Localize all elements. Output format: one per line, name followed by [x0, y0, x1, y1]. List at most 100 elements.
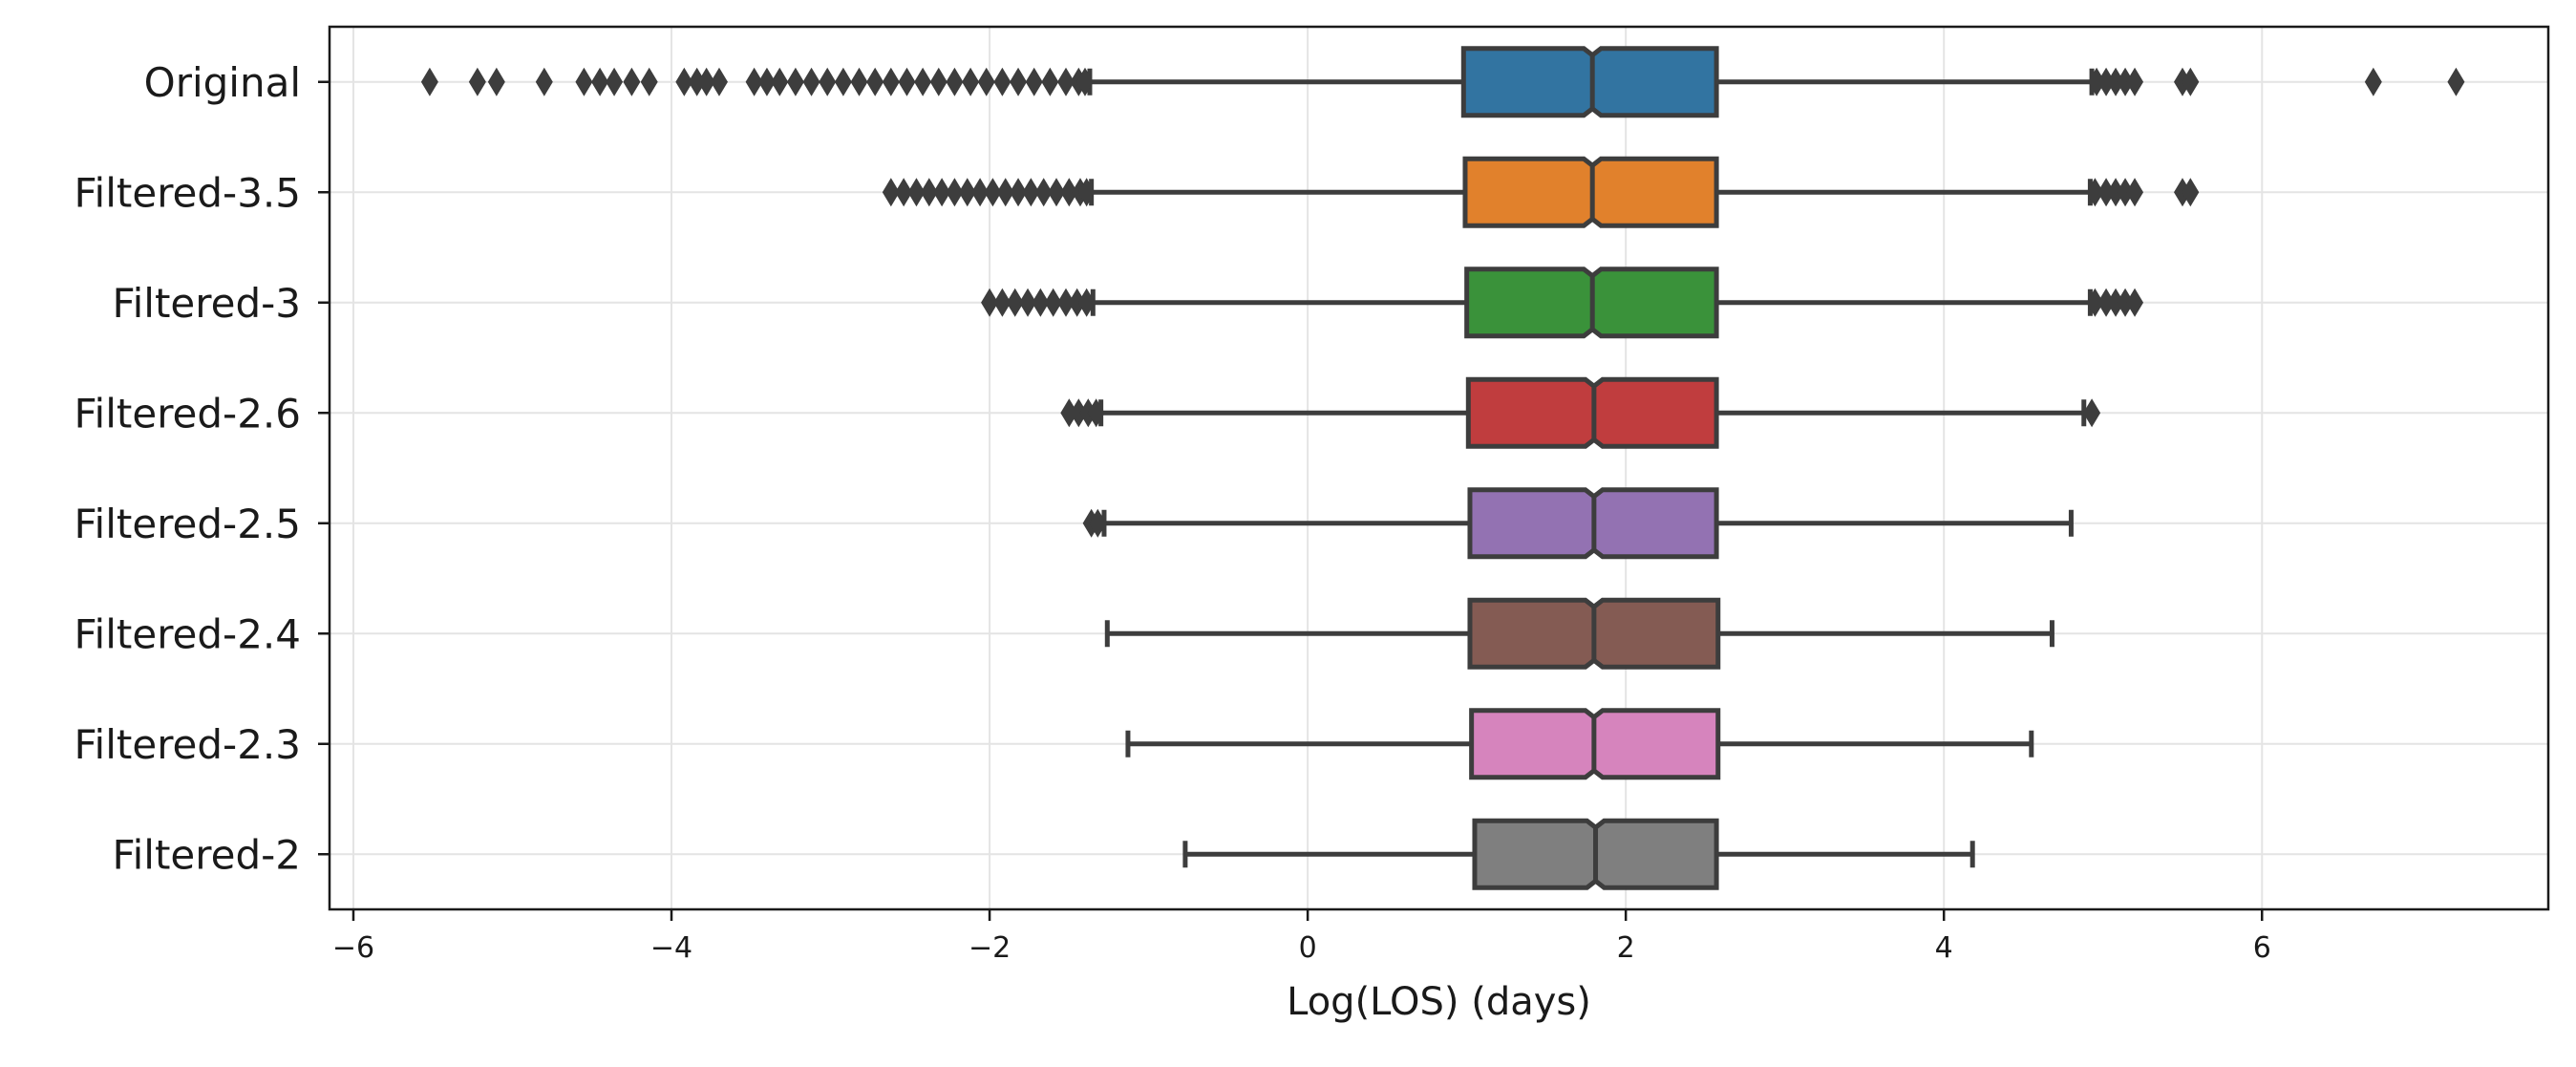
- outlier-point: [977, 67, 995, 96]
- outlier-point: [697, 67, 715, 96]
- outlier-point: [688, 67, 706, 96]
- outlier-point: [907, 178, 926, 207]
- outlier-point: [2097, 288, 2116, 317]
- category-label: Filtered-2.4: [74, 610, 301, 657]
- outlier-point: [1060, 178, 1078, 207]
- box-group: [1060, 376, 2101, 449]
- outlier-point: [920, 178, 938, 207]
- outlier-point: [487, 67, 505, 96]
- x-tick-label: −6: [332, 931, 374, 965]
- outlier-point: [834, 67, 852, 96]
- box-group: [981, 267, 2144, 339]
- x-tick-label: −4: [650, 931, 692, 965]
- outlier-point: [2117, 67, 2135, 96]
- outlier-point: [1057, 67, 1075, 96]
- outlier-point: [882, 178, 900, 207]
- x-tick-label: 4: [1935, 931, 1953, 965]
- outlier-point: [895, 178, 913, 207]
- x-tick-label: −2: [969, 931, 1011, 965]
- outlier-point: [898, 67, 916, 96]
- outlier-point: [2126, 67, 2144, 96]
- box-group: [420, 46, 2465, 118]
- outlier-point: [2117, 288, 2135, 317]
- box-layer: [420, 46, 2465, 890]
- category-label: Original: [144, 59, 301, 106]
- outlier-point: [819, 67, 837, 96]
- x-tick-label: 6: [2253, 931, 2271, 965]
- category-label: Filtered-2: [113, 831, 301, 878]
- outlier-point: [1022, 178, 1040, 207]
- outlier-point: [1025, 67, 1043, 96]
- category-label: Filtered-2.3: [74, 721, 301, 768]
- outlier-point: [2097, 67, 2116, 96]
- outlier-point: [1019, 288, 1037, 317]
- outlier-point: [993, 67, 1011, 96]
- category-label: Filtered-3: [113, 280, 301, 327]
- outlier-point: [914, 67, 932, 96]
- outlier-point: [971, 178, 990, 207]
- outlier-point: [996, 178, 1014, 207]
- outlier-point: [802, 67, 820, 96]
- outlier-point: [575, 67, 593, 96]
- outlier-point: [591, 67, 609, 96]
- outlier-point: [2107, 178, 2125, 207]
- box-group: [882, 156, 2200, 228]
- outlier-point: [710, 67, 728, 96]
- outlier-point: [606, 67, 624, 96]
- outlier-point: [1060, 398, 1078, 428]
- x-tick-label: 0: [1299, 931, 1317, 965]
- outlier-point: [981, 288, 999, 317]
- outlier-point: [933, 178, 951, 207]
- outlier-point: [786, 67, 804, 96]
- outlier-point: [1010, 67, 1028, 96]
- outlier-point: [850, 67, 868, 96]
- outlier-point: [1048, 178, 1066, 207]
- outlier-point: [2182, 178, 2200, 207]
- box-group: [1182, 818, 1975, 890]
- outlier-point: [993, 288, 1011, 317]
- category-label: Filtered-3.5: [74, 169, 301, 216]
- outlier-point: [640, 67, 658, 96]
- category-label: Filtered-2.5: [74, 501, 301, 547]
- box-group: [1104, 597, 2054, 670]
- outlier-point: [929, 67, 947, 96]
- outlier-point: [1034, 178, 1053, 207]
- box-group: [1125, 708, 2034, 780]
- outlier-point: [2107, 288, 2125, 317]
- grid-layer: [330, 27, 2548, 909]
- outlier-point: [2447, 67, 2465, 96]
- outlier-point: [2107, 67, 2125, 96]
- outlier-point: [745, 67, 763, 96]
- outlier-point: [946, 178, 964, 207]
- outlier-point: [2097, 178, 2116, 207]
- outlier-point: [984, 178, 1002, 207]
- outlier-point: [2086, 178, 2104, 207]
- outlier-point: [958, 178, 976, 207]
- outlier-point: [675, 67, 693, 96]
- outlier-point: [2117, 178, 2135, 207]
- outlier-point: [757, 67, 776, 96]
- outlier-point: [1077, 288, 1096, 317]
- outlier-point: [2088, 67, 2106, 96]
- outlier-point: [1068, 288, 1086, 317]
- outlier-point: [946, 67, 964, 96]
- outlier-point: [2083, 398, 2101, 428]
- plot-frame: [328, 25, 2550, 911]
- outlier-point: [866, 67, 884, 96]
- outlier-point: [962, 67, 980, 96]
- axis-layer: −6 −4 −2 0 2 4 6 Original Filtered-3.5 Filtered-3…: [74, 59, 2270, 965]
- outlier-point: [771, 67, 789, 96]
- outlier-point: [1089, 508, 1107, 538]
- outlier-point: [420, 67, 438, 96]
- outlier-point: [2126, 288, 2144, 317]
- outlier-point: [2182, 67, 2200, 96]
- outlier-point: [1044, 288, 1062, 317]
- outlier-point: [1087, 398, 1105, 428]
- outlier-point: [2086, 288, 2104, 317]
- category-label: Filtered-2.6: [74, 390, 301, 437]
- outlier-point: [1041, 67, 1059, 96]
- outlier-point: [1070, 398, 1088, 428]
- outlier-point: [2126, 178, 2144, 207]
